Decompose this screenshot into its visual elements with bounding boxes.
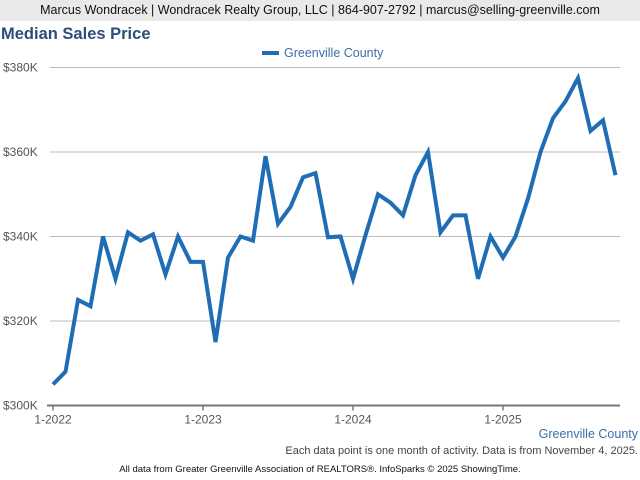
series-line [51,72,618,386]
x-tick-label: 1-2025 [484,413,522,427]
legend-swatch-icon [262,51,279,55]
y-axis-labels: $300K $320K $340K $360K $380K [3,61,38,413]
region-label: Greenville County [538,427,638,441]
legend-label: Greenville County [284,46,384,60]
y-tick-label: $300K [3,399,38,413]
y-tick-label: $320K [3,314,38,328]
x-tick-label: 1-2023 [184,413,222,427]
y-tick-label: $380K [3,61,38,75]
contact-header: Marcus Wondracek | Wondracek Realty Grou… [0,0,640,21]
x-tick-label: 1-2022 [34,413,72,427]
legend[interactable]: Greenville County [262,46,383,60]
y-tick-label: $360K [3,145,38,159]
footer-credits: All data from Greater Greenville Associa… [119,464,521,475]
chart-title: Median Sales Price [1,25,151,43]
data-note: Each data point is one month of activity… [285,445,638,457]
y-tick-label: $340K [3,230,38,244]
x-axis: 1-2022 1-2023 1-2024 1-2025 [34,404,620,427]
line-chart: $300K$320K$340K$360K$380K 1-2022 1-2023 1-… [3,61,620,427]
grid-lines [50,67,620,322]
series-group [51,72,618,386]
x-tick-label: 1-2024 [334,413,372,427]
